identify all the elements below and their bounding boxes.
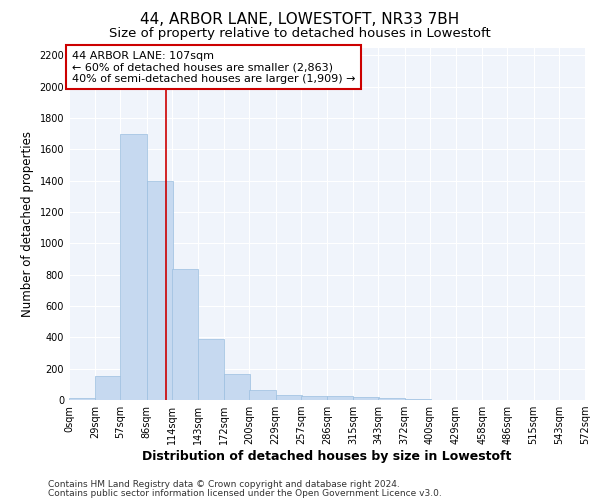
Bar — [379, 398, 404, 400]
Text: Size of property relative to detached houses in Lowestoft: Size of property relative to detached ho… — [109, 28, 491, 40]
Bar — [121, 134, 146, 400]
Bar — [172, 269, 198, 400]
Bar — [146, 180, 173, 400]
Bar — [198, 339, 224, 400]
Bar — [69, 398, 95, 400]
Y-axis label: Number of detached properties: Number of detached properties — [21, 130, 34, 317]
Bar — [327, 396, 353, 400]
Bar — [275, 394, 302, 400]
Bar — [353, 397, 379, 400]
Bar — [224, 374, 250, 400]
Text: 44 ARBOR LANE: 107sqm
← 60% of detached houses are smaller (2,863)
40% of semi-d: 44 ARBOR LANE: 107sqm ← 60% of detached … — [72, 50, 355, 84]
X-axis label: Distribution of detached houses by size in Lowestoft: Distribution of detached houses by size … — [142, 450, 512, 463]
Text: Contains public sector information licensed under the Open Government Licence v3: Contains public sector information licen… — [48, 488, 442, 498]
Text: Contains HM Land Registry data © Crown copyright and database right 2024.: Contains HM Land Registry data © Crown c… — [48, 480, 400, 489]
Bar — [301, 396, 327, 400]
Bar — [250, 390, 275, 400]
Text: 44, ARBOR LANE, LOWESTOFT, NR33 7BH: 44, ARBOR LANE, LOWESTOFT, NR33 7BH — [140, 12, 460, 28]
Bar — [95, 376, 121, 400]
Bar — [404, 399, 431, 400]
